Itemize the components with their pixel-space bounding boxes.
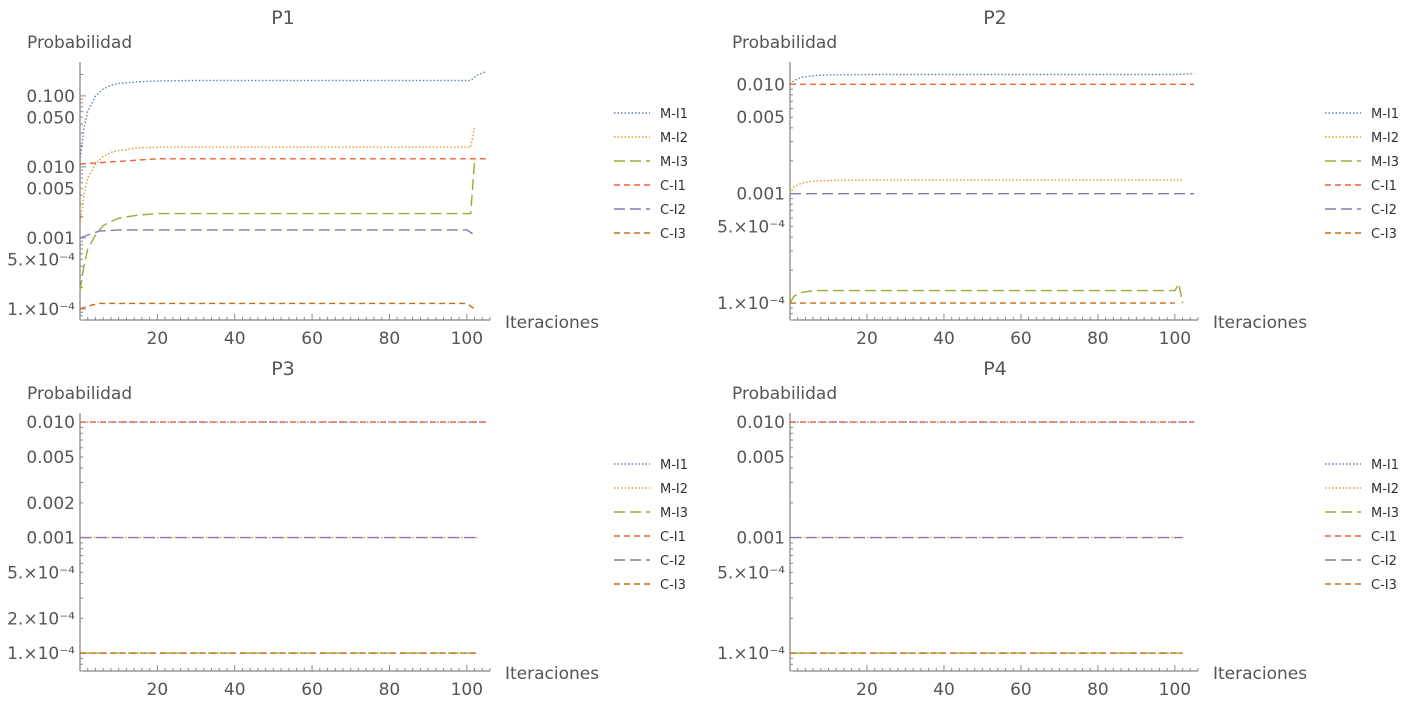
x-tick-label: 60 — [1010, 680, 1032, 700]
legend: M-I1 M-I2 M-I3 C-I1 C-I2 C-I3 — [614, 107, 688, 242]
legend-label: M-I2 — [1371, 131, 1399, 146]
legend-label: M-I1 — [660, 458, 688, 473]
y-tick-label: 5.×10⁻⁴ — [717, 563, 785, 583]
y-tick-label: 0.010 — [736, 413, 785, 433]
y-axis-label: Probabilidad — [732, 33, 837, 53]
x-tick-label: 100 — [451, 680, 483, 700]
chart-panel-p1: P1 Probabilidad Iteraciones 20 40 60 80 100 0.10… — [7, 7, 688, 349]
x-tick-label: 20 — [147, 680, 169, 700]
x-tick-label: 80 — [1087, 329, 1109, 349]
legend-label: C-I3 — [660, 227, 686, 242]
y-tick-label: 0.010 — [736, 75, 785, 95]
x-tick-label: 100 — [1159, 680, 1191, 700]
y-tick-label: 0.005 — [26, 179, 75, 199]
legend-label: M-I1 — [1371, 107, 1399, 122]
legend-label: C-I3 — [660, 578, 686, 593]
y-tick-label: 0.010 — [26, 158, 75, 178]
series-line-c-i3 — [79, 302, 475, 310]
x-axis-label: Iteraciones — [505, 664, 599, 684]
series-line-c-i1 — [79, 158, 487, 165]
legend-label: M-I2 — [660, 482, 688, 497]
x-tick-label: 60 — [301, 680, 323, 700]
y-tick-label: 5.×10⁻⁴ — [7, 563, 75, 583]
x-tick-label: 80 — [1087, 680, 1109, 700]
y-tick-label: 0.005 — [26, 448, 75, 468]
y-tick-label: 0.005 — [736, 448, 785, 468]
legend-label: C-I2 — [1371, 203, 1397, 218]
legend: M-I1 M-I2 M-I3 C-I1 C-I2 C-I3 — [614, 458, 688, 593]
series-line-c-i2 — [79, 229, 475, 239]
y-tick-label: 0.001 — [26, 529, 75, 549]
legend-label: M-I1 — [660, 107, 688, 122]
y-tick-label: 0.001 — [736, 185, 785, 205]
x-tick-label: 60 — [1010, 329, 1032, 349]
legend-label: M-I3 — [1371, 506, 1399, 521]
x-tick-label: 40 — [224, 680, 246, 700]
x-tick-label: 80 — [379, 329, 401, 349]
y-tick-label: 0.001 — [26, 229, 75, 249]
x-tick-label: 60 — [301, 329, 323, 349]
chart-title: P4 — [983, 358, 1007, 380]
y-tick-label: 1.×10⁻⁴ — [717, 644, 785, 664]
legend-label: C-I1 — [660, 530, 686, 545]
y-axis-label: Probabilidad — [27, 33, 132, 53]
x-tick-label: 40 — [933, 680, 955, 700]
legend-label: C-I3 — [1371, 578, 1397, 593]
y-tick-label: 1.×10⁻⁴ — [7, 300, 75, 320]
x-axis-label: Iteraciones — [505, 313, 599, 333]
y-tick-label: 5.×10⁻⁴ — [7, 250, 75, 270]
y-tick-label: 5.×10⁻⁴ — [717, 218, 785, 238]
chart-panel-p3: P3 Probabilidad Iteraciones 20 40 60 80 100 0.01… — [7, 358, 688, 700]
y-tick-label: 0.002 — [26, 494, 75, 514]
x-tick-label: 20 — [147, 329, 169, 349]
chart-panel-p4: P4 Probabilidad Iteraciones 20 40 60 80 100 0.01… — [717, 358, 1399, 700]
legend-label: M-I3 — [660, 506, 688, 521]
x-tick-label: 100 — [1159, 329, 1191, 349]
x-tick-label: 100 — [451, 329, 483, 349]
chart-title: P2 — [983, 7, 1007, 29]
y-tick-label: 0.001 — [736, 529, 785, 549]
legend-label: M-I3 — [1371, 155, 1399, 170]
x-tick-label: 20 — [856, 329, 878, 349]
series-line-m-i1 — [79, 70, 487, 162]
series-line-m-i2 — [789, 179, 1183, 195]
y-tick-label: 0.010 — [26, 413, 75, 433]
legend: M-I1 M-I2 M-I3 C-I1 C-I2 C-I3 — [1325, 107, 1399, 242]
legend-label: C-I2 — [660, 203, 686, 218]
y-tick-label: 0.050 — [26, 108, 75, 128]
legend: M-I1 M-I2 M-I3 C-I1 C-I2 C-I3 — [1325, 458, 1399, 593]
legend-label: M-I2 — [1371, 482, 1399, 497]
chart-title: P1 — [271, 7, 295, 29]
legend-label: C-I3 — [1371, 227, 1397, 242]
y-tick-label: 0.100 — [26, 87, 75, 107]
x-tick-label: 40 — [224, 329, 246, 349]
legend-label: C-I1 — [1371, 530, 1397, 545]
y-tick-label: 1.×10⁻⁴ — [717, 294, 785, 314]
series-line-m-i3 — [79, 161, 476, 292]
y-tick-label: 1.×10⁻⁴ — [7, 644, 75, 664]
legend-label: C-I2 — [1371, 554, 1397, 569]
x-axis-label: Iteraciones — [1213, 664, 1307, 684]
x-axis-label: Iteraciones — [1213, 313, 1307, 333]
x-tick-label: 40 — [933, 329, 955, 349]
x-tick-label: 80 — [379, 680, 401, 700]
legend-label: C-I2 — [660, 554, 686, 569]
series-line-m-i1 — [789, 73, 1195, 85]
y-tick-label: 0.005 — [736, 108, 785, 128]
legend-label: M-I1 — [1371, 458, 1399, 473]
legend-label: C-I1 — [660, 179, 686, 194]
chart-title: P3 — [271, 358, 295, 380]
chart-panel-p2: P2 Probabilidad Iteraciones 20 40 60 80 100 0.01… — [717, 7, 1399, 349]
legend-label: C-I1 — [1371, 179, 1397, 194]
y-tick-label: 2.×10⁻⁴ — [7, 609, 75, 629]
y-axis-label: Probabilidad — [732, 384, 837, 404]
x-tick-label: 20 — [856, 680, 878, 700]
series-line-m-i3 — [789, 281, 1184, 304]
series-line-m-i2 — [79, 128, 476, 226]
legend-label: M-I3 — [660, 155, 688, 170]
y-axis-label: Probabilidad — [27, 384, 132, 404]
legend-label: M-I2 — [660, 131, 688, 146]
